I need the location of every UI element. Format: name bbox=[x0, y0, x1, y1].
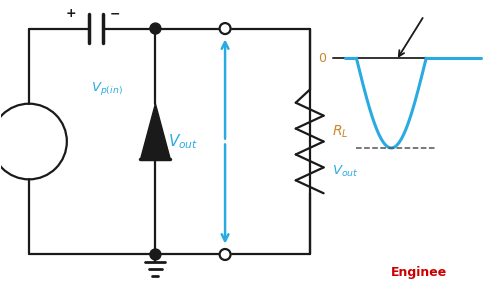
Circle shape bbox=[219, 23, 230, 34]
Text: $V_{out}$: $V_{out}$ bbox=[168, 132, 198, 151]
Text: $R_L$: $R_L$ bbox=[331, 123, 348, 140]
Text: −: − bbox=[109, 7, 120, 20]
Text: $V_{out}$: $V_{out}$ bbox=[331, 164, 357, 179]
Circle shape bbox=[150, 23, 161, 34]
Polygon shape bbox=[140, 104, 170, 159]
Text: $V_{p(in)}$: $V_{p(in)}$ bbox=[91, 80, 122, 97]
Text: +: + bbox=[65, 7, 76, 20]
Circle shape bbox=[150, 249, 161, 260]
Circle shape bbox=[219, 249, 230, 260]
Text: 0: 0 bbox=[318, 52, 326, 65]
Text: Enginee: Enginee bbox=[390, 266, 446, 279]
